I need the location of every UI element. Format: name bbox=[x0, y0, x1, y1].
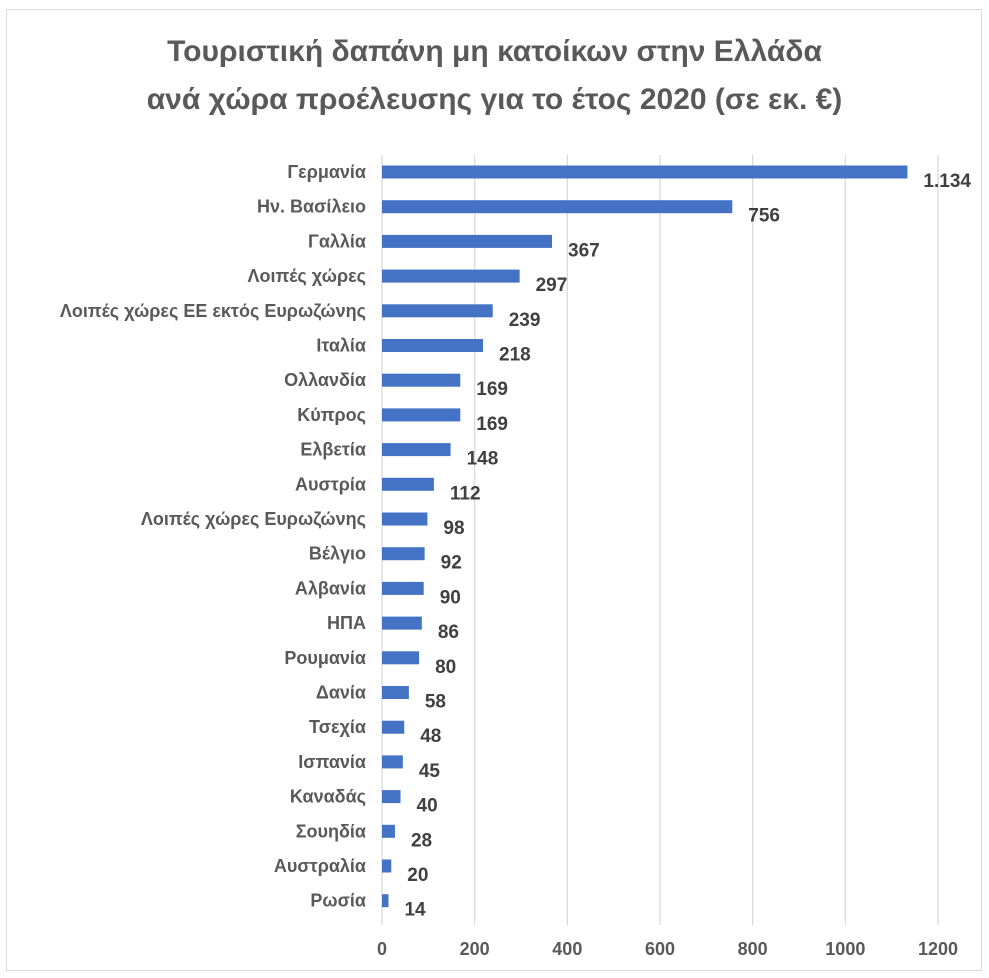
category-label: Ην. Βασίλειο bbox=[257, 197, 366, 217]
category-label: Ισπανία bbox=[298, 752, 366, 772]
chart-title-line-2: ανά χώρα προέλευσης για το έτος 2020 (σε… bbox=[146, 83, 843, 116]
data-label: 58 bbox=[425, 692, 446, 713]
bar bbox=[382, 581, 424, 595]
category-label: Γαλλία bbox=[308, 231, 366, 251]
bar bbox=[382, 165, 908, 179]
bar bbox=[382, 234, 553, 248]
category-label: Ελβετία bbox=[300, 440, 366, 460]
category-label: Βέλγιο bbox=[309, 544, 366, 564]
bar bbox=[382, 616, 422, 630]
category-label: Καναδάς bbox=[290, 787, 366, 807]
data-label: 169 bbox=[476, 414, 508, 435]
data-label: 148 bbox=[467, 449, 499, 470]
data-label: 239 bbox=[509, 310, 541, 331]
data-label: 756 bbox=[748, 206, 780, 227]
bar bbox=[382, 269, 520, 283]
category-label: Λοιπές χώρες ΕΕ εκτός Ευρωζώνης bbox=[60, 301, 366, 322]
data-label: 92 bbox=[441, 553, 462, 574]
data-label: 297 bbox=[536, 275, 568, 296]
data-label: 86 bbox=[438, 622, 459, 643]
bar bbox=[382, 373, 461, 387]
category-label: Κύπρος bbox=[297, 405, 366, 425]
bar bbox=[382, 686, 409, 699]
x-tick-label: 400 bbox=[552, 939, 582, 959]
data-label: 80 bbox=[435, 657, 456, 678]
chart-title-line-1: Τουριστική δαπάνη μη κατοίκων στην Ελλάδ… bbox=[167, 35, 822, 68]
data-label: 90 bbox=[440, 587, 461, 608]
bar bbox=[382, 339, 484, 352]
chart-title: Τουριστική δαπάνη μη κατοίκων στην Ελλάδ… bbox=[0, 28, 989, 124]
bar bbox=[382, 755, 403, 769]
x-tick-label: 1200 bbox=[918, 939, 958, 959]
bar bbox=[382, 477, 434, 491]
category-label: Ρουμανία bbox=[284, 648, 366, 668]
data-label: 20 bbox=[407, 865, 428, 886]
category-label: ΗΠΑ bbox=[327, 613, 366, 633]
category-label: Δανία bbox=[316, 683, 366, 703]
data-label: 218 bbox=[499, 345, 531, 366]
bar bbox=[382, 512, 428, 526]
bar bbox=[382, 547, 425, 561]
data-label: 48 bbox=[420, 726, 441, 747]
bar bbox=[382, 859, 392, 873]
category-label: Λοιπές χώρες Ευρωζώνης bbox=[141, 509, 366, 530]
data-label: 112 bbox=[450, 483, 481, 504]
bar bbox=[382, 304, 493, 318]
data-label: 367 bbox=[568, 240, 600, 261]
bar bbox=[382, 408, 461, 422]
bar bbox=[382, 443, 451, 457]
category-label: Τσεχία bbox=[309, 717, 366, 737]
bar bbox=[382, 824, 395, 838]
bar bbox=[382, 720, 405, 734]
category-label: Ρωσία bbox=[310, 891, 366, 911]
category-label: Λοιπές χώρες bbox=[248, 266, 367, 286]
category-label: Αυστρία bbox=[295, 474, 366, 494]
data-label: 28 bbox=[411, 830, 432, 851]
x-tick-label: 800 bbox=[738, 939, 768, 959]
bar bbox=[382, 894, 389, 908]
data-label: 98 bbox=[443, 518, 464, 539]
category-label: Γερμανία bbox=[287, 162, 366, 182]
bar bbox=[382, 651, 420, 665]
x-tick-label: 1000 bbox=[825, 939, 865, 959]
category-label: Ολλανδία bbox=[284, 370, 366, 390]
x-tick-label: 0 bbox=[377, 939, 387, 959]
x-tick-label: 200 bbox=[460, 939, 490, 959]
data-label: 169 bbox=[476, 379, 508, 400]
x-tick-label: 600 bbox=[645, 939, 675, 959]
data-label: 40 bbox=[417, 796, 438, 817]
category-label: Ιταλία bbox=[316, 336, 366, 356]
category-label: Σουηδία bbox=[296, 821, 366, 841]
data-label: 45 bbox=[419, 761, 441, 782]
data-label: 14 bbox=[404, 900, 426, 921]
category-label: Αυστραλία bbox=[274, 856, 366, 876]
category-label: Αλβανία bbox=[295, 578, 366, 598]
data-label: 1.134 bbox=[923, 171, 971, 192]
bar bbox=[382, 790, 401, 804]
bar bbox=[382, 200, 733, 214]
